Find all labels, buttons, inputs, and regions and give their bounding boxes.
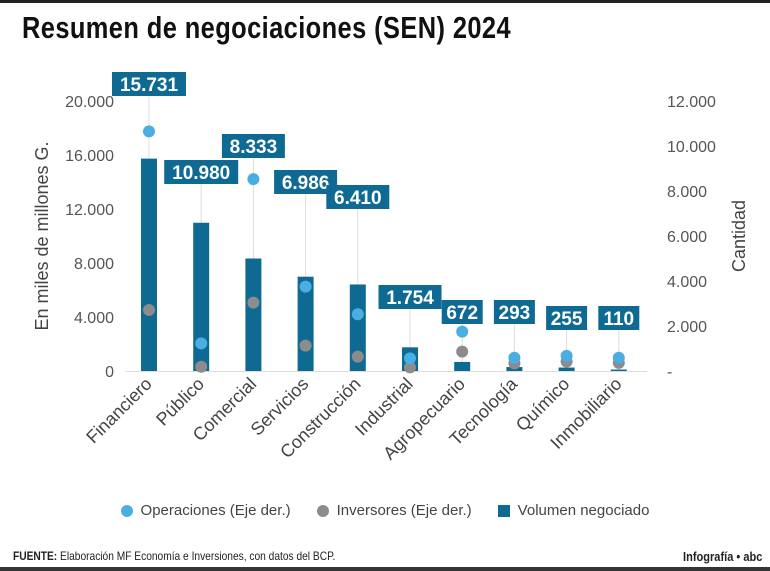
data-label: 15.731 xyxy=(120,75,179,96)
category-label: Financiero xyxy=(82,374,156,448)
data-label-box xyxy=(546,306,588,330)
y-tick-label: 4.000 xyxy=(74,310,114,327)
bar-Financiero xyxy=(141,158,157,371)
legend-marker xyxy=(316,504,329,517)
operaciones-point-Inmobiliario xyxy=(612,351,625,364)
legend-label: Volumen negociado xyxy=(517,502,650,519)
data-label-box xyxy=(441,300,483,324)
legend-marker xyxy=(120,504,133,517)
y2-tick-label: 6.000 xyxy=(667,229,707,246)
legend-item-operaciones: Operaciones (Eje der.) xyxy=(120,502,291,519)
data-label: 8.333 xyxy=(230,137,278,158)
y-tick-label: 16.000 xyxy=(65,148,114,165)
bar-Construcción xyxy=(349,284,366,371)
legend-marker xyxy=(497,504,510,517)
bottom-rule xyxy=(0,567,770,571)
y2-tick-label: 4.000 xyxy=(667,274,707,291)
y-axis-label: En miles de millones G. xyxy=(32,141,52,330)
bar-Comercial xyxy=(245,258,262,371)
inversores-point-Construcción xyxy=(351,350,364,363)
inversores-point-Público xyxy=(195,360,208,373)
bar-Inmobiliario xyxy=(610,369,627,371)
chart-title: Resumen de negociaciones (SEN) 2024 xyxy=(22,10,512,45)
inversores-point-Agropecuario xyxy=(456,345,469,358)
data-label: 10.980 xyxy=(172,163,230,184)
operaciones-point-Servicios xyxy=(299,280,312,293)
data-label-box xyxy=(598,306,640,330)
data-label: 6.986 xyxy=(282,173,330,194)
y2-tick-label: 2.000 xyxy=(667,319,707,336)
legend-item-volumen: Volumen negociado xyxy=(497,502,650,519)
credit: Infografía • abc xyxy=(682,549,762,564)
data-label-box xyxy=(378,285,442,309)
data-label-box xyxy=(221,134,285,158)
data-label: 672 xyxy=(446,303,478,324)
inversores-point-Industrial xyxy=(404,361,416,374)
y2-tick-label: 12.000 xyxy=(667,94,716,111)
data-label: 255 xyxy=(551,309,583,330)
legend-item-inversores: Inversores (Eje der.) xyxy=(316,502,472,519)
y-tick-label: 8.000 xyxy=(74,256,114,273)
data-label: 1.754 xyxy=(386,288,434,309)
operaciones-point-Construcción xyxy=(351,308,364,321)
operaciones-point-Químico xyxy=(560,349,573,362)
operaciones-point-Agropecuario xyxy=(456,325,469,338)
operaciones-point-Comercial xyxy=(247,173,260,186)
inversores-point-Comercial xyxy=(247,296,260,309)
y2-tick-label: 10.000 xyxy=(667,139,716,156)
inversores-point-Financiero xyxy=(143,304,155,317)
data-label: 6.410 xyxy=(334,188,382,209)
legend-label: Operaciones (Eje der.) xyxy=(140,502,291,519)
top-rule xyxy=(0,0,770,3)
inversores-point-Servicios xyxy=(299,339,312,352)
data-label: 110 xyxy=(603,309,634,330)
operaciones-point-Tecnología xyxy=(508,351,521,364)
source-text: Elaboración MF Economía e Inversiones, c… xyxy=(57,549,336,563)
source-note: FUENTE: Elaboración MF Economía e Invers… xyxy=(13,549,335,563)
source-label: FUENTE: xyxy=(13,549,58,563)
y-tick-label: 20.000 xyxy=(65,94,114,111)
chart: 0 4.000 8.000 12.000 16.000 20.000 - 2.000 4.000… xyxy=(32,72,749,464)
operaciones-point-Público xyxy=(195,337,208,350)
data-label-box xyxy=(112,72,186,96)
legend: Operaciones (Eje der.) Inversores (Eje d… xyxy=(0,502,770,519)
y-tick-label: 12.000 xyxy=(65,202,114,219)
bar-Químico xyxy=(558,367,575,371)
data-label-box xyxy=(493,300,535,324)
data-label-box xyxy=(326,185,390,209)
data-label-box xyxy=(164,160,239,184)
y2-tick-label: - xyxy=(667,364,672,381)
bar-Agropecuario xyxy=(454,361,471,371)
operaciones-point-Financiero xyxy=(143,125,155,138)
y2-axis-label: Cantidad xyxy=(729,200,749,272)
bar-Público xyxy=(193,222,210,371)
legend-label: Inversores (Eje der.) xyxy=(336,502,472,519)
y-tick-label: 0 xyxy=(105,364,114,381)
data-label: 293 xyxy=(499,303,531,324)
operaciones-point-Industrial xyxy=(404,352,416,365)
y2-tick-label: 8.000 xyxy=(667,184,707,201)
